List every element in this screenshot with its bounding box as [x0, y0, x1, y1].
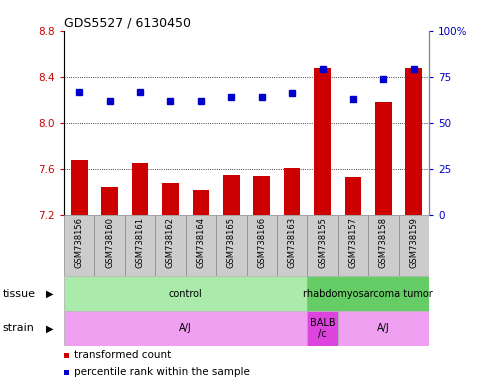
Bar: [246, 215, 277, 276]
Text: ▶: ▶: [45, 323, 53, 333]
Bar: [398, 215, 429, 276]
Bar: [253, 176, 270, 215]
Text: ▶: ▶: [45, 289, 53, 299]
Text: A/J: A/J: [377, 323, 389, 333]
Bar: [64, 276, 307, 311]
Bar: [132, 163, 148, 215]
Bar: [125, 215, 155, 276]
Bar: [368, 215, 398, 276]
Text: control: control: [169, 289, 203, 299]
Bar: [338, 311, 429, 346]
Bar: [284, 168, 300, 215]
Text: BALB
/c: BALB /c: [310, 318, 335, 339]
Text: percentile rank within the sample: percentile rank within the sample: [73, 367, 249, 377]
Text: strain: strain: [2, 323, 35, 333]
Text: GSM738164: GSM738164: [196, 217, 206, 268]
Text: GSM738156: GSM738156: [75, 217, 84, 268]
Text: GSM738158: GSM738158: [379, 217, 388, 268]
Text: rhabdomyosarcoma tumor: rhabdomyosarcoma tumor: [303, 289, 433, 299]
Bar: [64, 311, 307, 346]
Bar: [375, 102, 391, 215]
Bar: [405, 68, 422, 215]
Bar: [102, 187, 118, 215]
Text: transformed count: transformed count: [73, 350, 171, 360]
Text: GSM738161: GSM738161: [136, 217, 144, 268]
Bar: [338, 215, 368, 276]
Bar: [64, 215, 95, 276]
Bar: [277, 215, 307, 276]
Bar: [307, 276, 429, 311]
Text: tissue: tissue: [2, 289, 35, 299]
Text: GSM738160: GSM738160: [105, 217, 114, 268]
Text: GDS5527 / 6130450: GDS5527 / 6130450: [64, 17, 191, 30]
Text: GSM738165: GSM738165: [227, 217, 236, 268]
Bar: [223, 175, 240, 215]
Bar: [345, 177, 361, 215]
Bar: [162, 183, 179, 215]
Text: GSM738155: GSM738155: [318, 217, 327, 268]
Bar: [155, 215, 186, 276]
Bar: [216, 215, 246, 276]
Bar: [193, 190, 209, 215]
Bar: [307, 215, 338, 276]
Bar: [95, 215, 125, 276]
Text: GSM738159: GSM738159: [409, 217, 418, 268]
Bar: [314, 68, 331, 215]
Bar: [307, 311, 338, 346]
Text: GSM738157: GSM738157: [349, 217, 357, 268]
Text: GSM738162: GSM738162: [166, 217, 175, 268]
Bar: [186, 215, 216, 276]
Text: GSM738166: GSM738166: [257, 217, 266, 268]
Text: A/J: A/J: [179, 323, 192, 333]
Text: GSM738163: GSM738163: [287, 217, 297, 268]
Bar: [71, 160, 88, 215]
